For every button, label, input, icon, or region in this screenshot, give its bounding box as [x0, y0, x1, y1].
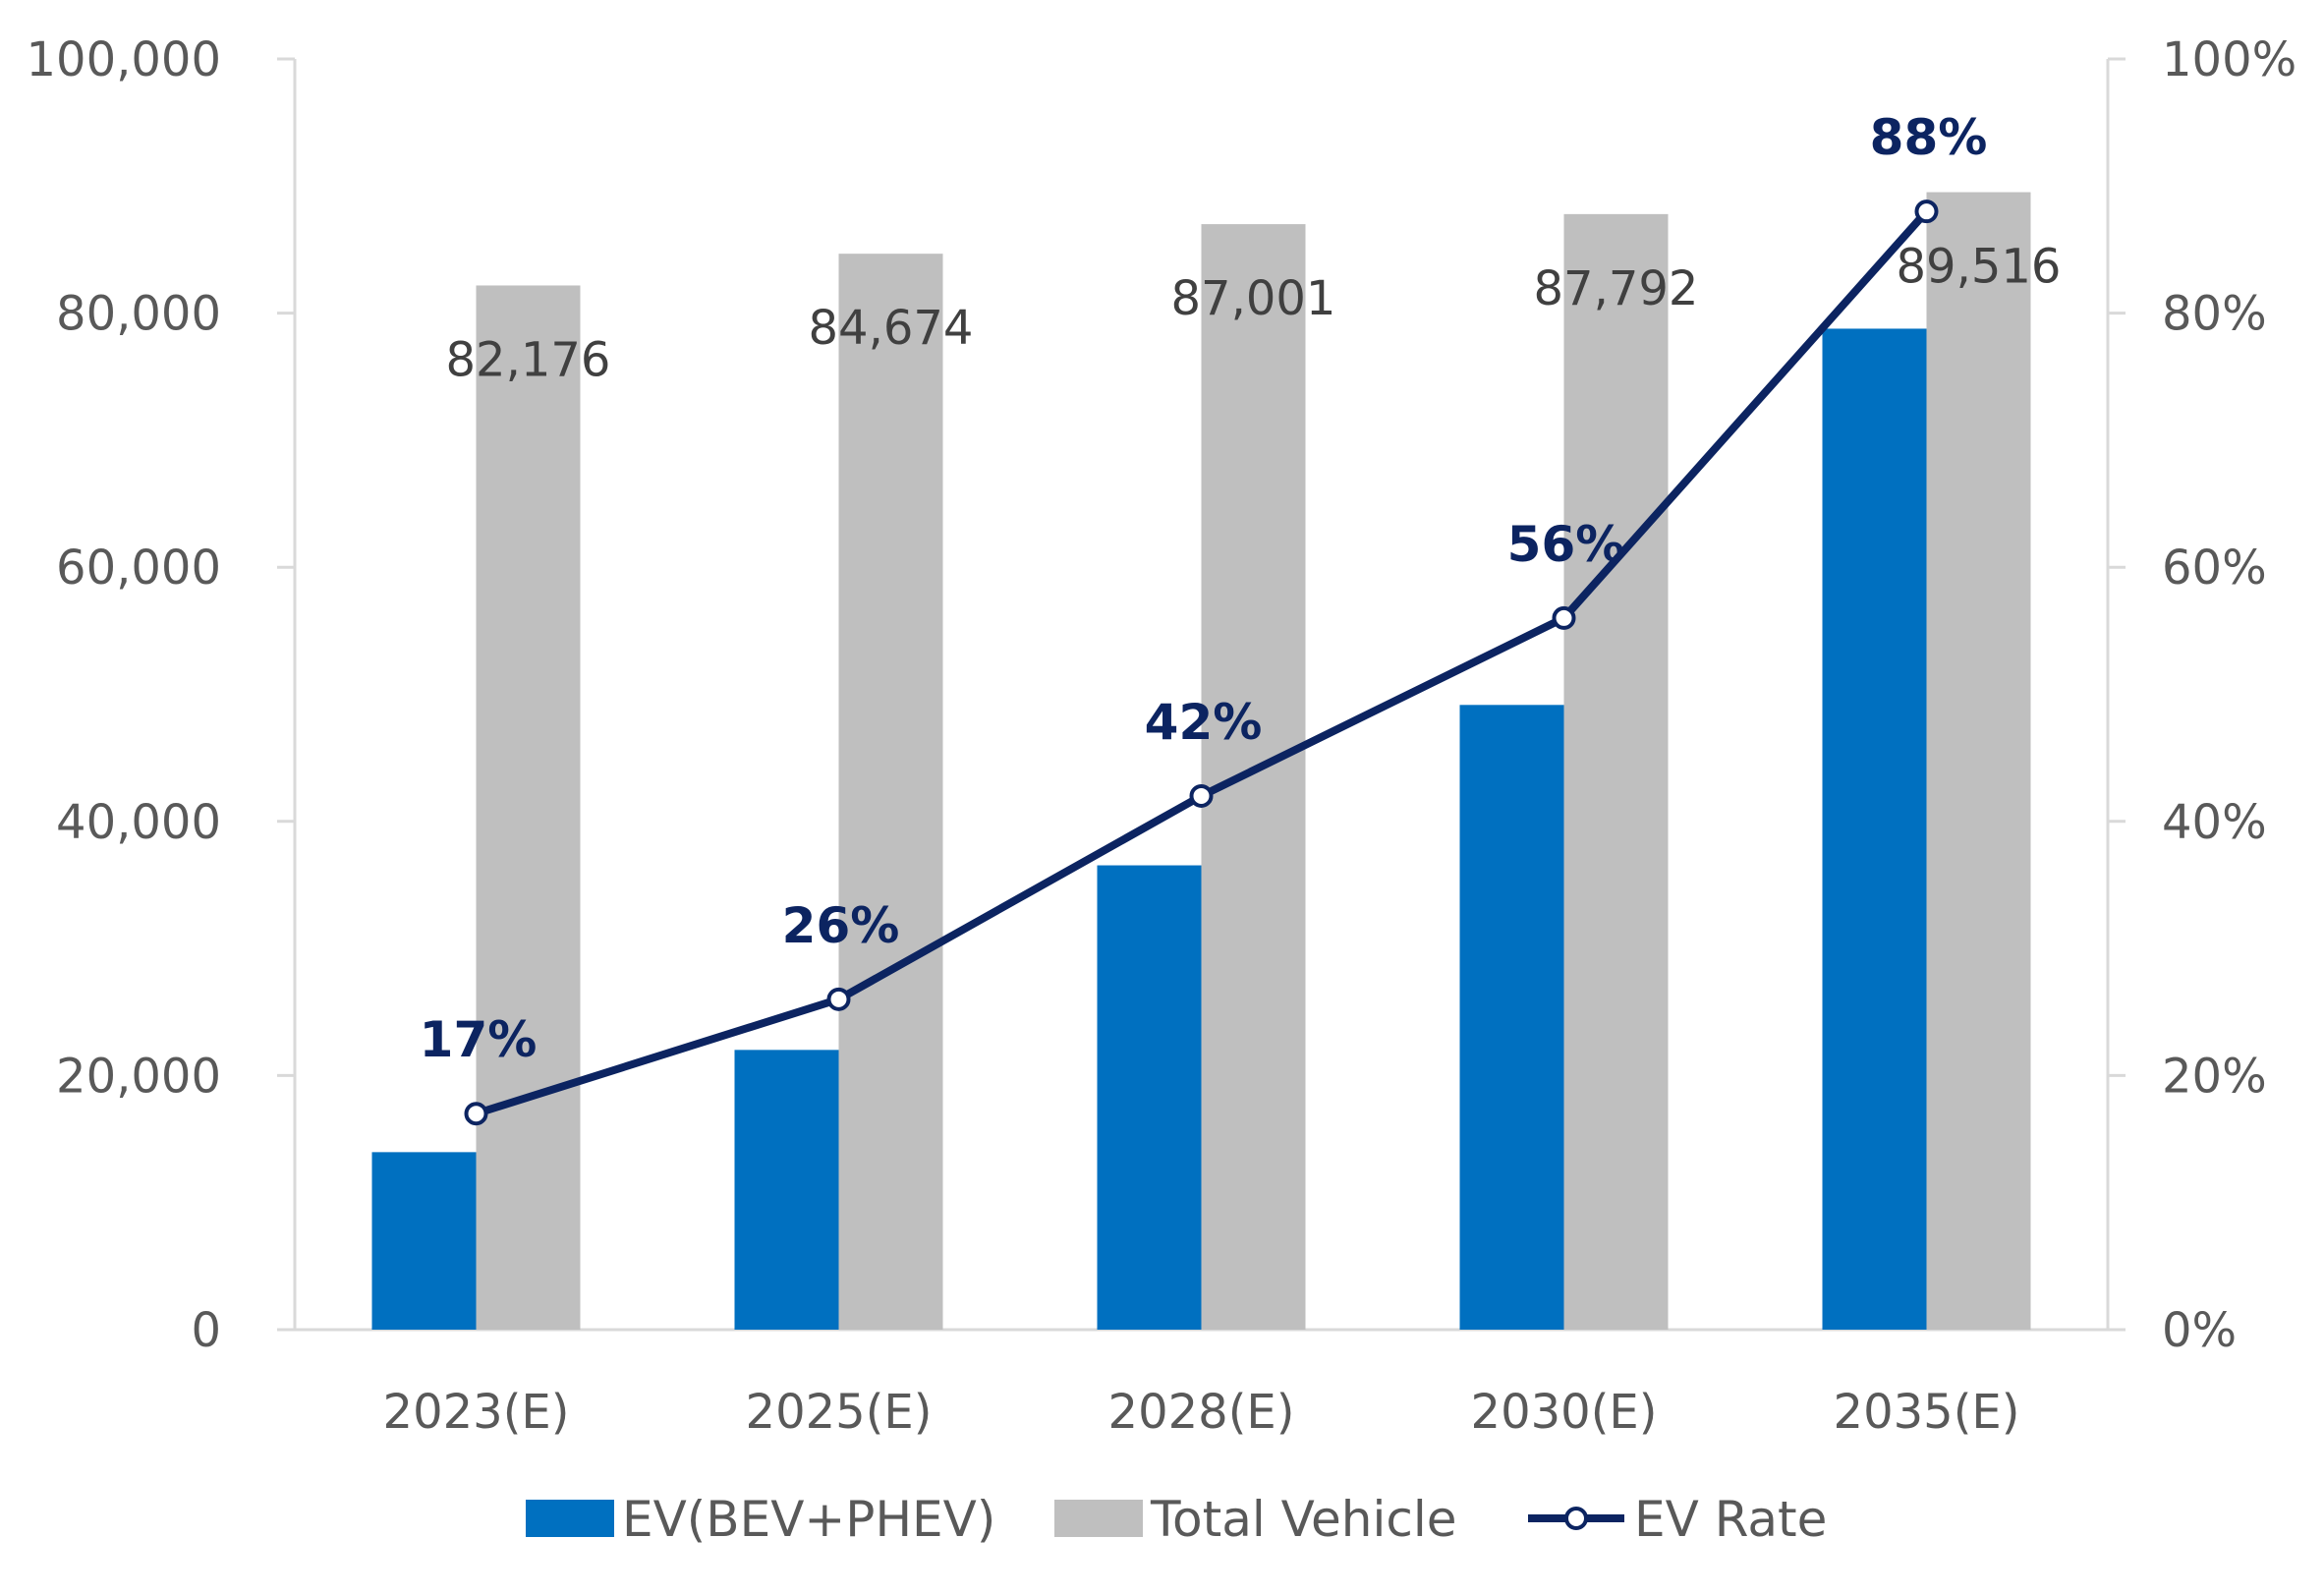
right-axis-tick-label: 0%: [2162, 1303, 2237, 1358]
ev-rate-point: [1189, 783, 1214, 808]
x-axis-category-label: 2023(E): [383, 1385, 570, 1440]
x-axis-category-label: 2035(E): [1834, 1385, 2020, 1440]
axes: 0 20,000 40,000 60,000 80,000 100,000 0% 20% 40%…: [27, 32, 2297, 1440]
right-axis-tick-label: 40%: [2162, 795, 2267, 850]
ev-bar: [1459, 705, 1564, 1330]
left-axis-tick-label: 40,000: [56, 795, 221, 850]
ev-rate-value-label: 17%: [420, 1011, 538, 1068]
right-axis-tick-label: 100%: [2162, 32, 2296, 87]
ev-rate-value-label: 26%: [782, 897, 900, 954]
legend-item-total-vehicle: Total Vehicle: [1054, 1491, 1456, 1548]
total-vehicle-value-label: 84,674: [809, 301, 974, 356]
total-vehicle-bar: [476, 285, 581, 1330]
ev-rate-point: [464, 1102, 488, 1126]
ev-rate-point: [1552, 605, 1576, 630]
legend-label: EV Rate: [1634, 1491, 1827, 1548]
left-axis-tick-label: 80,000: [56, 287, 221, 342]
legend-item-ev-rate: EV Rate: [1528, 1491, 1827, 1548]
total-vehicle-bar: [1926, 192, 2031, 1331]
ev-rate-value-label: 56%: [1507, 516, 1625, 573]
ev-rate-point: [1914, 199, 1939, 224]
legend-label: EV(BEV+PHEV): [622, 1491, 995, 1548]
legend: EV(BEV+PHEV) Total Vehicle EV Rate: [526, 1491, 1827, 1548]
total-vehicle-value-label: 87,001: [1171, 271, 1336, 326]
x-axis-category-label: 2028(E): [1108, 1385, 1295, 1440]
ev-bar: [371, 1152, 477, 1330]
left-axis-tick-label: 20,000: [56, 1049, 221, 1104]
left-axis-tick-label: 60,000: [56, 541, 221, 596]
bars: [371, 192, 2031, 1331]
ev-bar: [1097, 865, 1202, 1330]
left-axis-tick-label: 0: [191, 1303, 221, 1358]
right-axis-tick-label: 20%: [2162, 1049, 2267, 1104]
right-axis-tick-label: 80%: [2162, 287, 2267, 342]
ev-rate-line-group: [464, 199, 1939, 1126]
x-axis-category-label: 2030(E): [1471, 1385, 1658, 1440]
legend-marker: [1564, 1507, 1588, 1530]
right-axis-tick-label: 60%: [2162, 541, 2267, 596]
ev-rate-value-label: 88%: [1870, 109, 1988, 166]
legend-label: Total Vehicle: [1150, 1491, 1456, 1548]
left-axis-tick-label: 100,000: [27, 32, 222, 87]
total-vehicle-value-label: 89,516: [1897, 240, 2062, 295]
data-labels: 82,176 84,674 87,001 87,792 89,516 17% 26% 42% 5…: [420, 109, 2062, 1068]
x-axis-category-label: 2025(E): [746, 1385, 933, 1440]
ev-rate-point: [826, 987, 851, 1011]
total-vehicle-bar: [838, 254, 943, 1331]
total-vehicle-value-label: 82,176: [446, 332, 611, 387]
ev-rate-value-label: 42%: [1145, 694, 1263, 751]
total-vehicle-bar: [1563, 213, 1669, 1330]
legend-item-ev-bev-phev: EV(BEV+PHEV): [526, 1491, 995, 1548]
legend-swatch: [1054, 1500, 1143, 1537]
ev-bar: [734, 1050, 839, 1330]
total-vehicle-bar: [1201, 224, 1306, 1331]
ev-bar: [1822, 328, 1927, 1331]
legend-swatch: [526, 1500, 614, 1537]
total-vehicle-value-label: 87,792: [1534, 261, 1699, 316]
